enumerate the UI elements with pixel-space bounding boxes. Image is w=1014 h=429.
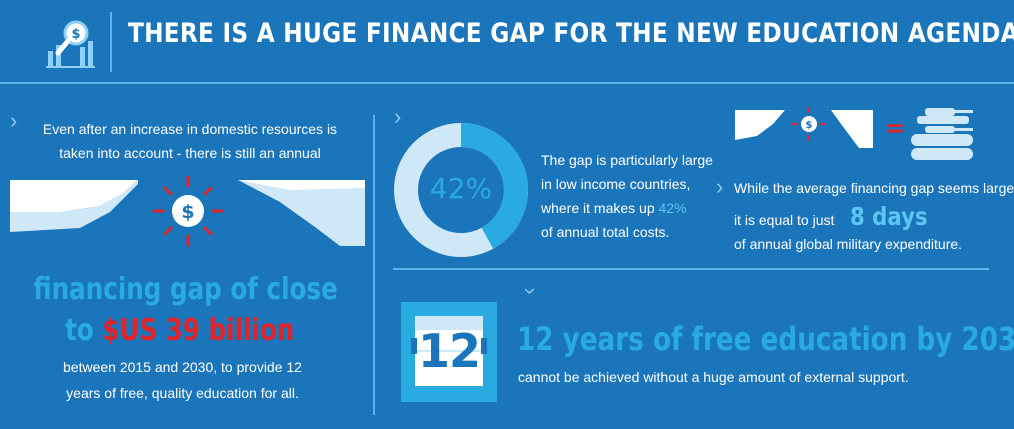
tank-icon — [911, 108, 973, 160]
lowincome-line-2: in low income countries, — [541, 176, 691, 192]
detail-line-1: between 2015 and 2030, to provide 12 — [63, 359, 302, 375]
lowincome-line-4: of annual total costs. — [541, 224, 670, 240]
military-days: 8 days — [850, 202, 928, 231]
lowincome-text: The gap is particularly large in low inc… — [541, 148, 716, 244]
chevron-right-icon: › — [716, 174, 724, 199]
chevron-right-icon: › — [10, 108, 18, 133]
gap-line-2: to $US 39 billion — [65, 313, 294, 348]
calendar-icon: 12 — [401, 302, 497, 402]
lowincome-prefix: where it makes up — [541, 200, 659, 216]
intro-line-2: taken into account - there is still an a… — [59, 145, 321, 161]
chevron-right-icon: › — [394, 104, 402, 129]
chevron-down-icon: › — [518, 287, 544, 295]
svg-text:$: $ — [71, 27, 80, 42]
gap-prefix: to — [65, 313, 103, 348]
broken-bridge-illustration: $ — [10, 172, 365, 252]
lowincome-line-1: The gap is particularly large — [541, 152, 713, 168]
free-education-headline: 12 years of free education by 2030 — [517, 320, 1014, 358]
lowincome-value: 42% — [658, 200, 687, 216]
gap-line-2-wrap: to $US 39 billion — [0, 313, 360, 348]
gap-line-1: financing gap of close — [33, 272, 338, 307]
lowincome-line-3: where it makes up 42% — [541, 196, 716, 220]
dollar-coin-icon: $ — [181, 201, 194, 223]
finance-icon: $ — [44, 17, 96, 69]
page-title: THERE IS A HUGE FINANCE GAP FOR THE NEW … — [128, 18, 1014, 49]
equals-sign: = — [885, 114, 905, 142]
header-rule — [0, 82, 1014, 84]
donut-segment — [394, 123, 528, 257]
column-divider — [373, 115, 375, 415]
military-line-1: While the average financing gap seems la… — [734, 180, 1014, 196]
gap-line-1-wrap: financing gap of close — [0, 272, 360, 307]
calendar-number: 12 — [417, 324, 481, 378]
header-divider — [110, 12, 112, 72]
bridge-tank-illustration: $ = — [735, 100, 975, 162]
intro-line-1: Even after an increase in domestic resou… — [42, 121, 338, 137]
gap-amount: $US 39 billion — [102, 313, 295, 348]
free-education-sub: cannot be achieved without a huge amount… — [518, 369, 909, 385]
detail-line-2: years of free, quality education for all… — [66, 385, 299, 401]
military-prefix: it is equal to just — [734, 212, 835, 228]
military-line-3: of annual global military expenditure. — [734, 236, 963, 252]
donut-chart: 42% — [393, 122, 529, 258]
dollar-coin-small-icon: $ — [806, 120, 813, 131]
donut-label: 42% — [429, 172, 493, 205]
military-line-2: it is equal to just 8 days — [734, 202, 942, 231]
mid-rule — [393, 268, 989, 270]
